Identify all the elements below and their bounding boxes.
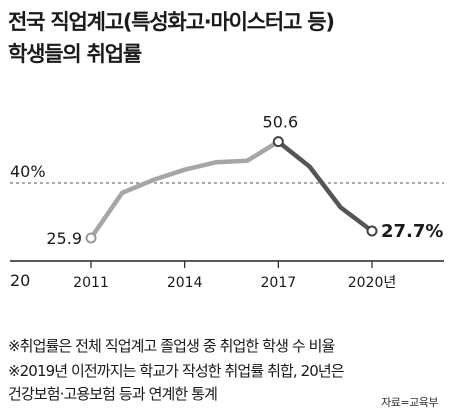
line-chart: 20 40% 2011 2014 2017 2020년 25.9 50.6 27.7% <box>10 113 444 291</box>
source-label: 자료=교육부 <box>381 396 438 409</box>
chart-title-line-2: 학생들의 취업률 <box>8 42 142 66</box>
footnote-3: 건강보험·고용보험 등과 연계한 통계 <box>8 385 218 403</box>
data-point-2017 <box>272 136 284 148</box>
axis-layer: 20 40% 2011 2014 2017 2020년 <box>10 162 444 291</box>
data-point-2020 <box>366 225 378 237</box>
data-label-2017: 50.6 <box>263 113 299 132</box>
series-line-falling <box>276 139 375 234</box>
x-tick-label-2017: 2017 <box>261 275 297 291</box>
label-layer: 25.9 50.6 27.7% <box>46 113 443 248</box>
chart-title: 전국 직업계고(특성화고·마이스터고 등) 학생들의 취업률 <box>8 6 444 70</box>
series-line-rising <box>88 139 281 241</box>
x-tick-label-2011: 2011 <box>73 275 109 291</box>
point-layer <box>85 136 378 244</box>
footnote-2: ※2019년 이전까지는 학교가 작성한 취업률 취합, 20년은 <box>8 362 345 380</box>
x-tick-label-2020: 2020년 <box>348 275 397 291</box>
chart-title-line-1: 전국 직업계고(특성화고·마이스터고 등) <box>8 10 335 34</box>
data-label-2011: 25.9 <box>46 229 82 248</box>
line-layer <box>88 139 375 241</box>
x-tick-label-2014: 2014 <box>167 275 203 291</box>
data-label-2020: 27.7% <box>381 221 443 242</box>
y-tick-label-40: 40% <box>10 162 46 181</box>
footnote-1: ※취업률은 전체 직업계고 졸업생 중 취업한 학생 수 비율 <box>8 337 335 355</box>
y-tick-label-20: 20 <box>10 271 30 290</box>
data-point-2011 <box>85 232 97 244</box>
